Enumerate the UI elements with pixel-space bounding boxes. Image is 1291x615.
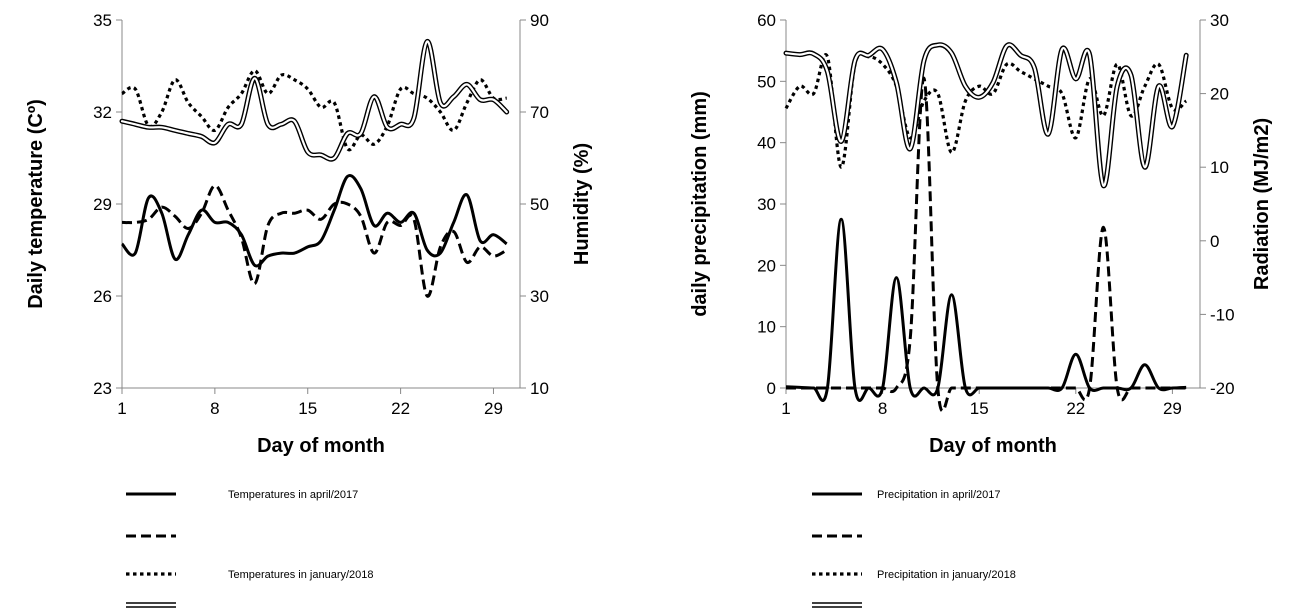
y-tick-label-left: 30	[757, 195, 776, 214]
x-axis-title: Day of month	[929, 435, 1057, 457]
series-1-line	[785, 217, 1187, 402]
y-tick-label-right: 30	[530, 287, 549, 306]
series-2-line	[121, 184, 508, 298]
y-tick-label-right: 10	[530, 379, 549, 398]
y-tick-label-right: 70	[530, 103, 549, 122]
y-tick-label-right: 90	[530, 11, 549, 30]
series-1-line	[120, 174, 508, 268]
x-tick-label: 1	[117, 399, 126, 418]
series-3-line	[784, 52, 1188, 169]
y-tick-label-right: 30	[1210, 11, 1229, 30]
y-tick-label-left: 10	[757, 318, 776, 337]
y-axis-title-right: Humidity (%)	[571, 143, 593, 265]
legend-label: Precipitation in april/2017	[877, 489, 1001, 501]
y-tick-label-left: 60	[757, 11, 776, 30]
x-axis-title: Day of month	[257, 435, 385, 457]
chart-2: 0 10 20 30 40 50 60 -20 -10 0 10 20 30 1 8 15 22 29 Day of…	[689, 11, 1273, 608]
chart-1: 23 26 29 32 35 10 30 50 70 90 1 8 15 22 29 Day of month…	[25, 11, 593, 608]
y-tick-label-left: 20	[757, 256, 776, 275]
y-tick-label-right: 0	[1210, 232, 1219, 251]
x-tick-label: 15	[298, 399, 317, 418]
y-tick-label-left: 29	[93, 195, 112, 214]
y-axis-title-left: daily precipitation (mm)	[689, 91, 711, 317]
legend: Precipitation in april/2017 Precipitation…	[812, 489, 1016, 608]
y-tick-label-left: 32	[93, 103, 112, 122]
x-tick-label: 29	[1163, 399, 1182, 418]
y-tick-label-right: -10	[1210, 305, 1235, 324]
x-tick-label: 22	[391, 399, 410, 418]
y-tick-label-left: 23	[93, 379, 112, 398]
series-2-line	[785, 76, 1187, 413]
y-tick-label-left: 26	[93, 287, 112, 306]
x-tick-label: 8	[210, 399, 219, 418]
y-axis-title-right: Radiation (MJ/m2)	[1251, 118, 1273, 290]
series-3-line	[121, 69, 507, 152]
x-tick-label: 15	[970, 399, 989, 418]
y-tick-label-right: 20	[1210, 85, 1229, 104]
x-tick-label: 8	[878, 399, 887, 418]
y-tick-label-right: 10	[1210, 158, 1229, 177]
y-tick-label-right: 50	[530, 195, 549, 214]
x-tick-label: 29	[484, 399, 503, 418]
y-tick-label-right: -20	[1210, 379, 1235, 398]
legend-label: Temperatures in april/2017	[228, 489, 358, 501]
legend-label: Precipitation in january/2018	[877, 569, 1016, 581]
series-4-line-inner	[784, 43, 1188, 187]
y-axis-title-left: Daily temperature (Cº)	[25, 99, 47, 309]
x-tick-label: 22	[1066, 399, 1085, 418]
series-4-line-inner	[120, 40, 508, 161]
y-tick-label-left: 40	[757, 134, 776, 153]
x-tick-label: 1	[781, 399, 790, 418]
legend-label: Temperatures in january/2018	[228, 569, 374, 581]
y-tick-label-left: 0	[767, 379, 776, 398]
legend: Temperatures in april/2017 Temperatures i…	[126, 489, 374, 608]
y-tick-label-left: 50	[757, 72, 776, 91]
y-tick-label-left: 35	[93, 11, 112, 30]
